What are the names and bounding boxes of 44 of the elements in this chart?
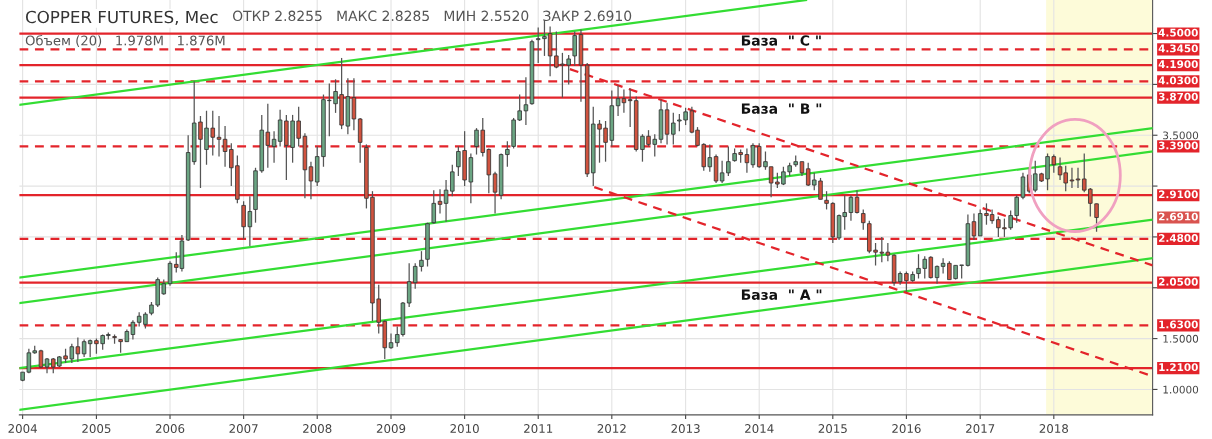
y-tick-label: 1.5000 (1163, 334, 1199, 343)
x-tick-label: 2016 (892, 424, 921, 434)
x-tick-label: 2017 (966, 424, 995, 434)
candlestick (1075, 167, 1081, 189)
x-tick-label: 2011 (524, 424, 553, 434)
candlestick (357, 117, 363, 164)
ref-line-label: 2.4800 (1158, 234, 1198, 242)
x-tick-label: 2006 (155, 424, 185, 434)
ref-line-label: 2.0500 (1158, 277, 1198, 286)
ref-line-label: 4.0300 (1158, 76, 1198, 85)
x-tick-label: 2013 (671, 424, 700, 434)
ref-line-label: 3.8700 (1158, 92, 1198, 101)
annotation: База " C " (741, 35, 821, 46)
annotation: База " B " (741, 103, 822, 114)
ref-line-label: 4.1900 (1158, 60, 1198, 69)
candlestick (437, 188, 443, 215)
candlestick (854, 189, 860, 215)
text: COPPER FUTURES, Мес (25, 10, 218, 25)
ref-line-label: 1.2100 (1159, 363, 1198, 372)
candlestick (216, 115, 222, 158)
annotation: ОТКР 2.8255 МАКС 2.8285 МИН 2.5520 ЗАКР 2.6910 (232, 10, 632, 22)
ref-line-label: 2.9100 (1158, 190, 1198, 199)
ref-line-label: 1.6300 (1159, 320, 1198, 329)
y-tick-label: 3.5000 (1163, 131, 1199, 140)
x-tick-label: 2008 (303, 424, 332, 434)
candlestick (431, 189, 436, 225)
ref-line-label: 3.3900 (1158, 141, 1198, 150)
x-tick-label: 2018 (1039, 424, 1069, 434)
x-tick-label: 2012 (597, 424, 626, 434)
x-tick-label: 2015 (818, 424, 847, 434)
ref-line-label: 4.5000 (1158, 28, 1198, 37)
x-tick-label: 2004 (8, 424, 37, 434)
candlestick (388, 332, 394, 350)
candlestick (861, 208, 866, 231)
x-tick-label: 2010 (450, 424, 479, 434)
ref-line-label: 4.3450 (1158, 44, 1198, 53)
y-tick-label: 1.0000 (1163, 385, 1199, 394)
x-tick-label: 2005 (82, 424, 111, 434)
x-tick-label: 2014 (745, 424, 774, 434)
annotation: База " A " (741, 289, 822, 300)
annotation: Объем (20) 1.978M 1.876M (25, 35, 225, 48)
text: 2.6910 (1158, 212, 1198, 221)
x-tick-label: 2007 (229, 424, 258, 434)
x-tick-label: 2009 (376, 424, 406, 434)
